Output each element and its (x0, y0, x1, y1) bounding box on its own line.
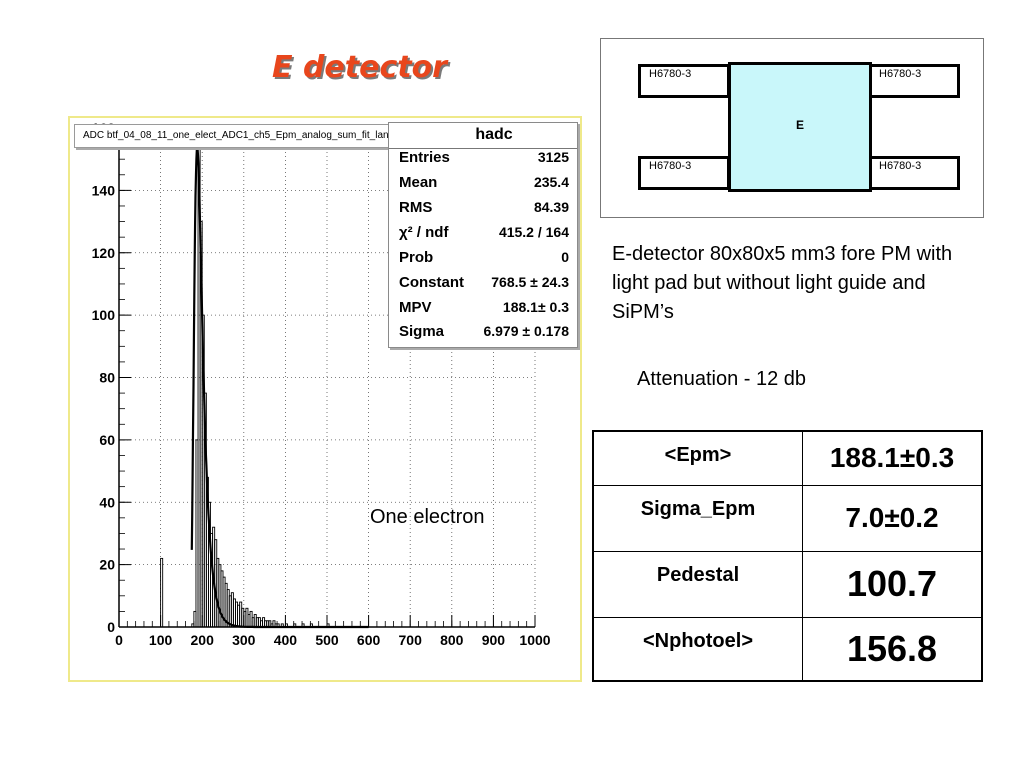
stats-row: Mean 235.4 (399, 174, 569, 198)
result-label: Pedestal (592, 550, 803, 618)
stats-name: hadc (475, 126, 513, 143)
table-row: <Nphotoel> 156.8 (592, 616, 983, 682)
slide-title: E detector (272, 50, 447, 85)
fit-curve (190, 147, 369, 629)
x-tick-label: 100 (149, 632, 173, 648)
table-row: <Epm> 188.1±0.3 (592, 430, 983, 486)
table-row: Sigma_Epm 7.0±0.2 (592, 484, 983, 552)
stats-key: MPV (399, 299, 432, 316)
stats-key: χ² / ndf (399, 224, 449, 241)
x-tick-label: 800 (440, 632, 464, 648)
pm-bottom-left: H6780-3 (638, 156, 730, 190)
x-tick-label: 500 (315, 632, 339, 648)
stats-key: Entries (399, 149, 450, 166)
stats-divider (389, 148, 577, 149)
stats-key: RMS (399, 199, 433, 216)
y-tick-label: 40 (99, 494, 115, 510)
x-tick-label: 900 (482, 632, 506, 648)
x-tick-label: 700 (399, 632, 423, 648)
x-tick-label: 0 (115, 632, 123, 648)
pm-top-right: H6780-3 (868, 64, 960, 98)
y-tick-label: 100 (92, 307, 116, 323)
y-tick-label: 80 (99, 370, 115, 386)
stats-row: Prob 0 (399, 249, 569, 273)
result-value: 7.0±0.2 (802, 484, 983, 552)
attenuation-label: Attenuation - 12 db (637, 368, 807, 390)
y-tick-label: 60 (99, 432, 115, 448)
stats-value: 6.979 ± 0.178 (483, 323, 569, 339)
result-label: <Nphotoel> (592, 616, 803, 682)
x-tick-label: 600 (357, 632, 381, 648)
stats-key: Sigma (399, 323, 445, 340)
result-value: 100.7 (802, 550, 983, 618)
y-tick-label: 120 (92, 245, 116, 261)
results-table: <Epm> 188.1±0.3 Sigma_Epm 7.0±0.2 Pedest… (592, 430, 983, 682)
stats-value: 0 (561, 249, 569, 265)
stats-row: χ² / ndf 415.2 / 164 (399, 224, 569, 248)
result-label: Sigma_Epm (592, 484, 803, 552)
x-tick-label: 1000 (519, 632, 550, 648)
stats-key: Prob (399, 249, 434, 266)
stats-value: 768.5 ± 24.3 (491, 274, 569, 290)
table-row: Pedestal 100.7 (592, 550, 983, 618)
pm-bottom-right: H6780-3 (868, 156, 960, 190)
result-label: <Epm> (592, 430, 803, 486)
stats-value: 84.39 (533, 199, 569, 215)
e-module: E (728, 62, 872, 192)
detector-description: E-detector 80x80x5 mm3 fore PM with ligh… (612, 243, 953, 323)
stats-row: RMS 84.39 (399, 199, 569, 223)
x-tick-label: 400 (274, 632, 298, 648)
stats-value: 415.2 / 164 (498, 224, 569, 240)
stats-row: MPV 188.1± 0.3 (399, 299, 569, 323)
histogram-title: ADC btf_04_08_11_one_elect_ADC1_ch5_Epm_… (74, 124, 442, 148)
stats-value: 188.1± 0.3 (502, 299, 569, 315)
x-tick-label: 200 (191, 632, 215, 648)
one-electron-label: One electron (370, 506, 485, 528)
stats-row: Constant 768.5 ± 24.3 (399, 274, 569, 298)
y-tick-label: 20 (99, 557, 115, 573)
stats-row: Sigma 6.979 ± 0.178 (399, 323, 569, 347)
stats-row: Entries 3125 (399, 149, 569, 173)
stats-key: Mean (399, 174, 438, 191)
result-value: 156.8 (802, 616, 983, 682)
stats-value: 3125 (537, 149, 569, 165)
stats-value: 235.4 (533, 174, 569, 190)
stats-box: hadc Entries 3125 Mean 235.4 RMS 84.39 χ… (388, 122, 578, 348)
pm-top-left: H6780-3 (638, 64, 730, 98)
x-tick-label: 300 (232, 632, 256, 648)
y-tick-label: 140 (92, 182, 116, 198)
result-value: 188.1±0.3 (802, 430, 983, 486)
stats-key: Constant (399, 274, 464, 291)
y-tick-label: 0 (107, 619, 115, 635)
